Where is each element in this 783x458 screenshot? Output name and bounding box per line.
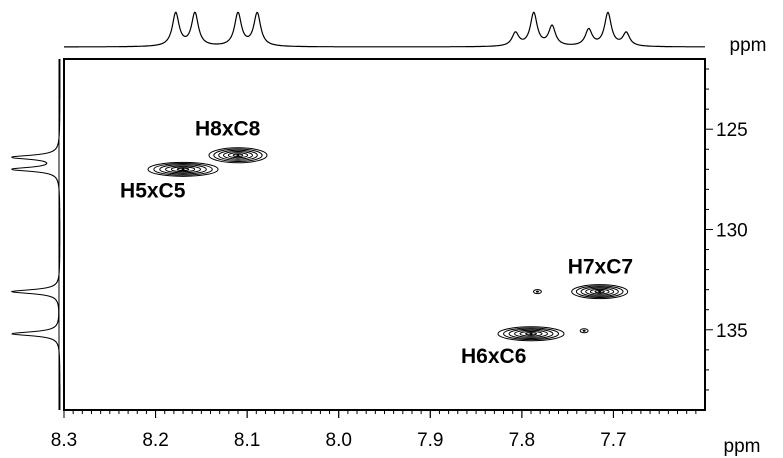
x-axis-label: ppm <box>724 436 761 457</box>
contour-ring <box>497 326 565 342</box>
y-axis-group: 125 130 135 ppm <box>705 35 767 391</box>
side-projection-spectrum <box>10 59 61 410</box>
x-axis-group: 8.3 8.2 8.1 8.0 7.9 7.8 7.7 ppm <box>51 410 761 457</box>
plot-frame <box>63 58 706 411</box>
x-tick-label: 8.1 <box>234 430 260 451</box>
peak-label-h5xc5: H5xC5 <box>120 179 186 202</box>
cross-peak-h5xc5 <box>147 161 219 177</box>
y-axis-label: ppm <box>730 35 767 56</box>
peak-label-h6xc6: H6xC6 <box>461 345 526 368</box>
x-tick-label: 7.8 <box>509 430 535 451</box>
side-projection-group <box>10 59 61 410</box>
contour-center <box>598 290 602 293</box>
contour-center <box>535 290 539 293</box>
contour-ring <box>589 288 610 295</box>
minor-cross-peak <box>532 289 542 295</box>
contour-ring <box>147 161 219 177</box>
contour-ring <box>519 330 543 337</box>
cross-peak-h8xc8 <box>208 147 268 164</box>
contour-ring <box>579 328 589 334</box>
contour-center <box>181 168 185 171</box>
contour-ring <box>575 285 624 298</box>
peak-label-h7xc7: H7xC7 <box>568 256 633 279</box>
peak-label-h8xc8: H8xC8 <box>195 117 261 140</box>
contour-center <box>582 329 586 332</box>
contour-ring <box>153 162 213 176</box>
contour-ring <box>218 149 258 161</box>
y-tick-label: 125 <box>716 120 748 141</box>
contour-center <box>236 154 240 157</box>
top-projection-group <box>64 11 705 48</box>
top-projection-spectrum <box>64 11 705 48</box>
y-tick-label: 135 <box>716 321 748 342</box>
plot-frame-group <box>58 58 706 411</box>
x-tick-label: 8.0 <box>326 430 352 451</box>
contour-ring <box>213 148 263 163</box>
x-tick-label: 7.9 <box>417 430 443 451</box>
contour-ring <box>208 147 268 164</box>
contour-ring <box>232 153 244 158</box>
contour-ring <box>585 287 615 296</box>
contour-ring <box>222 151 253 160</box>
contour-ring <box>514 329 549 338</box>
cross-peaks-group <box>147 147 629 342</box>
contour-ring <box>503 327 560 341</box>
peak-labels-group: H5xC5 H8xC8 H7xC7 H6xC6 <box>120 117 633 368</box>
minor-cross-peak <box>579 328 589 334</box>
x-tick-label: 8.3 <box>51 430 77 451</box>
cross-peak-h7xc7 <box>571 284 629 300</box>
contour-ring <box>508 328 554 339</box>
contour-ring <box>580 286 619 297</box>
cross-peak-h6xc6 <box>497 326 565 342</box>
x-tick-label: 7.7 <box>600 430 626 451</box>
contour-ring <box>532 289 542 295</box>
contour-ring <box>594 289 605 294</box>
contour-ring <box>176 167 190 171</box>
contour-ring <box>571 284 629 300</box>
contour-ring <box>159 164 207 175</box>
contour-ring <box>165 165 202 174</box>
x-tick-label: 8.2 <box>142 430 168 451</box>
y-tick-label: 130 <box>716 220 748 241</box>
contour-ring <box>525 332 538 336</box>
contour-center <box>529 332 533 335</box>
contour-ring <box>170 166 196 173</box>
contour-ring <box>227 152 249 159</box>
